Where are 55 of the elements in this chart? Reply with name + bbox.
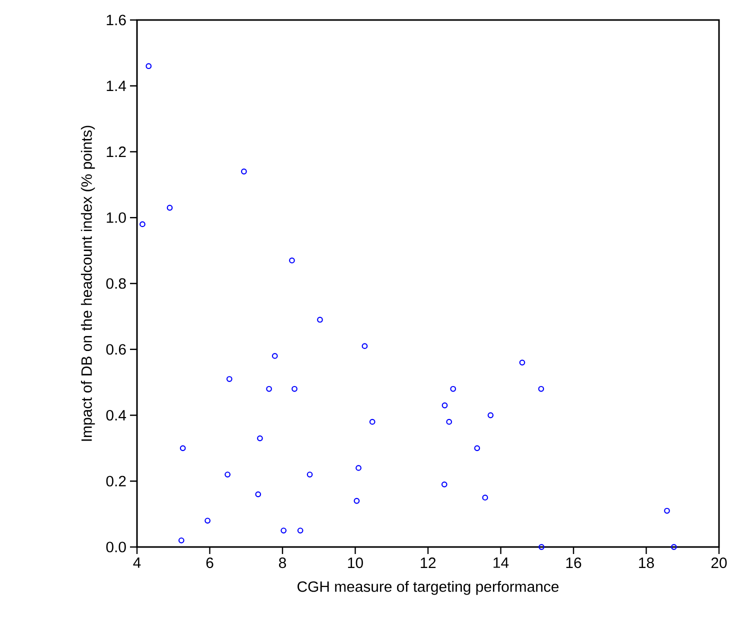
x-tick-label: 8 bbox=[279, 558, 286, 568]
y-tick-label: 0.0 bbox=[106, 542, 126, 552]
y-tick-label: 0.2 bbox=[106, 476, 126, 486]
point bbox=[670, 544, 677, 550]
point bbox=[224, 472, 231, 478]
point bbox=[488, 412, 494, 418]
point bbox=[450, 386, 456, 392]
point bbox=[519, 360, 526, 366]
point bbox=[538, 386, 544, 392]
y-tick-label: 1.0 bbox=[106, 212, 126, 223]
y-tick-label: 0.6 bbox=[106, 344, 126, 355]
x-tick-label: 4 bbox=[133, 558, 141, 568]
point bbox=[280, 528, 287, 534]
x-tick-label: 20 bbox=[711, 558, 727, 568]
x-axis-title: CGH measure of targeting performance bbox=[298, 580, 559, 595]
point bbox=[442, 402, 448, 408]
point bbox=[289, 257, 295, 264]
y-tick-label: 0.8 bbox=[106, 278, 126, 289]
point bbox=[369, 418, 376, 425]
point bbox=[257, 435, 263, 442]
y-tick-label: 0.4 bbox=[106, 410, 126, 421]
point bbox=[146, 63, 152, 70]
x-tick-label: 16 bbox=[566, 558, 582, 568]
point bbox=[446, 418, 452, 425]
point bbox=[354, 498, 360, 504]
point bbox=[272, 353, 278, 359]
point bbox=[474, 445, 480, 452]
point bbox=[166, 204, 173, 211]
point bbox=[240, 168, 247, 174]
x-tick-label: 10 bbox=[348, 558, 363, 568]
x-tick-label: 12 bbox=[420, 558, 436, 568]
point bbox=[441, 481, 448, 488]
x-tick-label: 18 bbox=[639, 558, 654, 568]
point bbox=[538, 544, 544, 550]
point bbox=[297, 528, 304, 534]
point bbox=[204, 518, 211, 524]
x-tick-label: 14 bbox=[494, 558, 509, 568]
point bbox=[226, 376, 232, 382]
point bbox=[178, 537, 184, 544]
point bbox=[180, 445, 186, 452]
point bbox=[306, 472, 313, 478]
point bbox=[317, 316, 323, 323]
point bbox=[140, 221, 146, 228]
point bbox=[255, 491, 262, 498]
point bbox=[292, 386, 298, 392]
y-axis-title: Impact of DB on the headcount index (% points) bbox=[80, 126, 95, 441]
y-tick-label: 1.4 bbox=[106, 80, 126, 92]
point bbox=[266, 386, 272, 392]
point bbox=[664, 508, 670, 514]
point bbox=[356, 464, 362, 471]
point bbox=[482, 494, 488, 501]
y-tick-label: 1.2 bbox=[106, 146, 126, 157]
point bbox=[362, 343, 368, 350]
y-tick-label: 1.6 bbox=[106, 14, 126, 26]
x-tick-label: 6 bbox=[206, 558, 214, 568]
